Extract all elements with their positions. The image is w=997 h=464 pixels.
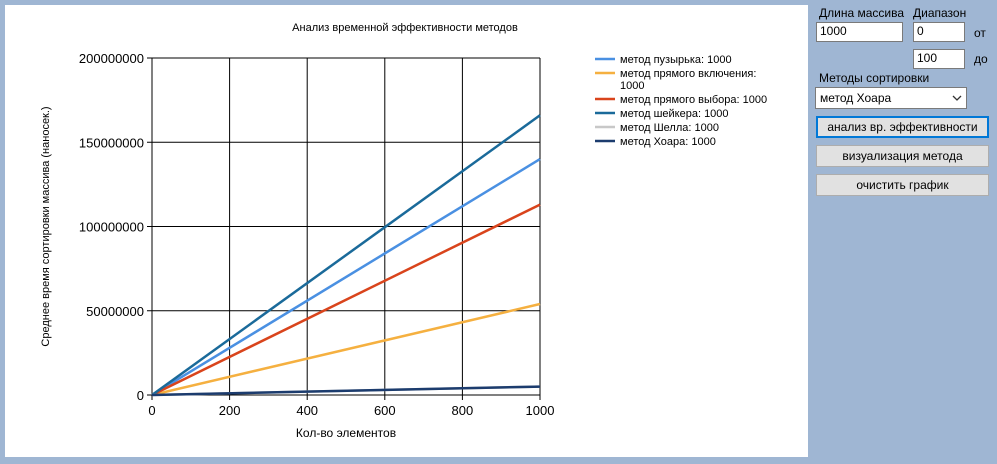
- legend-label: метод шейкера: 1000: [620, 108, 729, 120]
- y-tick-label: 0: [137, 388, 144, 403]
- series-line: [151, 302, 541, 397]
- method-select-value: метод Хоара: [820, 91, 892, 105]
- x-tick-label: 800: [452, 403, 474, 418]
- y-tick-label: 50000000: [86, 304, 144, 319]
- array-length-label: Длина массива: [819, 6, 905, 20]
- range-to-suffix: до: [974, 52, 988, 66]
- methods-label: Методы сортировки: [819, 71, 930, 85]
- method-select[interactable]: метод Хоара: [815, 87, 967, 109]
- series-line: [151, 114, 541, 397]
- x-tick-label: 1000: [526, 403, 555, 418]
- x-axis-title: Кол-во элементов: [296, 426, 396, 440]
- clear-chart-button[interactable]: очистить график: [816, 174, 989, 196]
- x-tick-label: 0: [148, 403, 155, 418]
- legend-label: метод прямого включения: 1000: [620, 68, 756, 92]
- legend-label: метод прямого выбора: 1000: [620, 94, 767, 106]
- range-to-input[interactable]: 100: [913, 49, 965, 69]
- chart-panel: Анализ временной эффективности методов 0 2…: [5, 5, 808, 457]
- range-from-suffix: от: [974, 26, 986, 40]
- legend-label: метод Хоара: 1000: [620, 136, 716, 148]
- x-tick-label: 400: [296, 403, 318, 418]
- legend-label: метод Шелла: 1000: [620, 122, 719, 134]
- range-label: Диапазон: [913, 6, 967, 20]
- y-tick-label: 150000000: [79, 135, 144, 150]
- x-tick-label: 600: [374, 403, 396, 418]
- array-length-input[interactable]: 1000: [816, 22, 903, 42]
- series-line: [151, 203, 541, 397]
- visualize-method-button[interactable]: визуализация метода: [816, 145, 989, 167]
- x-tick-label: 200: [219, 403, 241, 418]
- y-tick-label: 200000000: [79, 51, 144, 66]
- y-tick-label: 100000000: [79, 220, 144, 235]
- chevron-down-icon: [952, 95, 962, 101]
- chart-title: Анализ временной эффективности методов: [292, 22, 518, 34]
- chart: Анализ временной эффективности методов 0 2…: [40, 22, 767, 440]
- series-line: [151, 158, 541, 397]
- y-axis-title: Среднее время сортировки массива (наносе…: [40, 106, 52, 346]
- analyze-efficiency-button[interactable]: анализ вр. эффективности: [816, 116, 989, 138]
- series-line: [151, 385, 541, 397]
- legend-label: метод пузырька: 1000: [620, 54, 732, 66]
- range-from-input[interactable]: 0: [913, 22, 965, 42]
